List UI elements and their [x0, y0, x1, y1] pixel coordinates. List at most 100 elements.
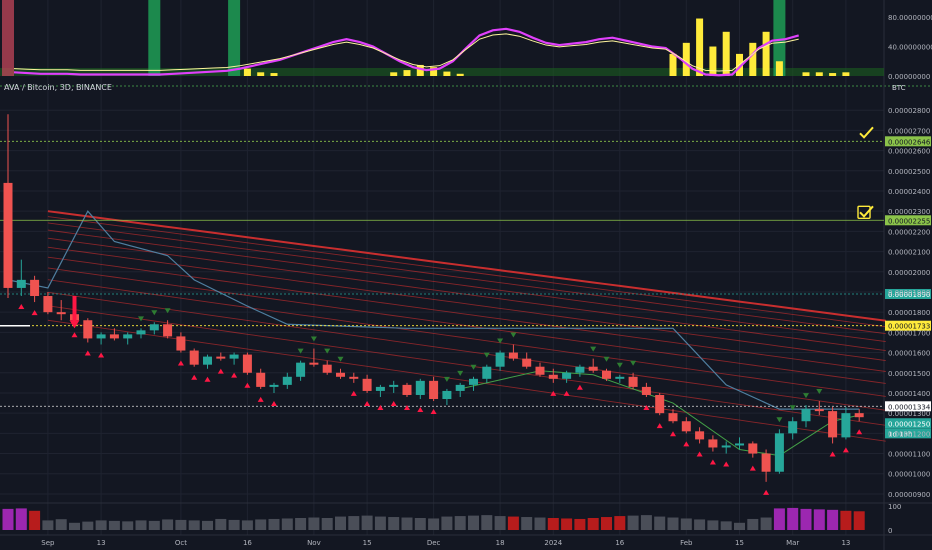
osc-bar: [722, 31, 730, 76]
ribbon-line: [47, 319, 886, 442]
volume-bar: [441, 516, 453, 530]
osc-bar: [403, 70, 411, 76]
volume-bar: [321, 518, 333, 530]
buy-arrow: [630, 360, 637, 366]
sell-arrow: [390, 400, 397, 406]
volume-bar: [601, 517, 612, 530]
volume-bar: [215, 518, 227, 530]
volume-bar: [521, 517, 533, 530]
sell-arrow: [696, 451, 703, 457]
signal-column: [773, 0, 786, 76]
sell-arrow: [856, 429, 863, 435]
volume-bar: [534, 517, 546, 530]
volume-bar: [348, 516, 360, 530]
check-icon: [859, 126, 874, 139]
volume-bar: [694, 519, 706, 530]
candle-body: [708, 439, 718, 448]
candle-body: [602, 370, 611, 379]
check-box: [857, 205, 871, 219]
volume-bar: [388, 517, 400, 530]
ribbon-line: [47, 229, 886, 343]
candle-body: [695, 431, 705, 440]
sell-arrow: [364, 400, 371, 406]
price-tick-label: 0.00002700: [888, 127, 930, 135]
osc-bar: [243, 68, 251, 76]
volume-bar: [122, 521, 134, 530]
time-axis: Sep 13 Oct 16 Nov 15 Dec 18 2024 16 Feb 15 Mar 13: [41, 539, 850, 547]
ribbon-line: [47, 216, 886, 328]
candle-body: [83, 320, 93, 339]
time-tick-label: 2024: [544, 539, 562, 547]
volume-bar: [162, 519, 174, 530]
candle-body: [56, 312, 66, 315]
price-tick-label: 0.00001500: [888, 370, 930, 378]
candle-body: [149, 324, 159, 331]
sell-arrow: [709, 459, 716, 465]
candle-body: [256, 372, 266, 387]
osc-bar: [802, 72, 810, 76]
candle-body: [282, 376, 292, 385]
candle-body: [389, 384, 399, 387]
volume-bar: [454, 516, 466, 530]
sell-arrow: [244, 382, 251, 388]
volume-tick-label: 0: [888, 527, 892, 535]
volume-bar: [813, 509, 825, 530]
volume-bar: [148, 520, 160, 530]
price-tick-label: 0.00001700: [888, 329, 930, 337]
candle-body: [176, 336, 186, 351]
volume-bar: [135, 520, 147, 530]
candle-body: [508, 352, 518, 359]
price-axis: 0.00002646 0.00002255 0.00001890 0.00001733…: [885, 107, 931, 535]
osc-signal-line: [13, 33, 799, 72]
sell-arrow: [191, 374, 198, 380]
candle-body: [615, 376, 625, 379]
volume-bar: [255, 519, 267, 530]
sell-arrow: [350, 390, 357, 396]
sell-arrow: [404, 404, 410, 410]
price-tag-text: 0.00002646: [888, 138, 931, 146]
osc-bar: [815, 72, 823, 76]
buy-arrow: [803, 393, 809, 399]
candle-body: [216, 356, 226, 359]
sell-arrow: [656, 423, 663, 429]
sell-arrow: [177, 360, 184, 366]
volume-bar: [335, 516, 346, 530]
sell-arrow: [231, 372, 238, 378]
signal-column: [148, 0, 161, 76]
sell-arrow: [643, 404, 650, 410]
candle-body: [641, 386, 651, 395]
volume-bar: [95, 520, 107, 530]
time-tick-label: 15: [363, 539, 372, 547]
buy-arrow: [324, 348, 331, 354]
volume-bar: [747, 518, 759, 530]
volume-bar: [228, 519, 240, 530]
buy-arrow: [443, 376, 450, 382]
price-tick-label: 0.00002600: [888, 148, 930, 156]
price-tag-text: 0.00001250: [888, 420, 930, 428]
signal-column: [2, 0, 14, 76]
price-tick-label: 0.00001900: [888, 289, 930, 297]
volume-bar: [734, 522, 745, 530]
volume-bar: [680, 518, 692, 530]
volume-bar: [507, 516, 519, 530]
volume-bar: [268, 518, 280, 530]
price-tick-label: 0.00002500: [888, 168, 930, 176]
price-tick-label: 0.00002100: [888, 249, 930, 257]
volume-bar: [108, 520, 120, 530]
buy-arrow: [310, 336, 317, 342]
volume-bar: [773, 508, 785, 530]
signal-column: [228, 0, 241, 76]
osc-bar: [456, 73, 464, 76]
volume-bar: [827, 509, 839, 530]
price-tag-bg: [885, 288, 931, 299]
candle-body: [548, 374, 558, 379]
price-tag-text: 0.00001334: [888, 403, 931, 411]
volume-bar: [800, 508, 812, 530]
buy-arrow: [590, 346, 597, 352]
buy-arrow: [497, 338, 504, 344]
candle-body: [269, 384, 279, 387]
price-tag-bg: [885, 428, 931, 439]
ribbon-line: [47, 279, 886, 397]
buy-arrow: [483, 352, 490, 358]
